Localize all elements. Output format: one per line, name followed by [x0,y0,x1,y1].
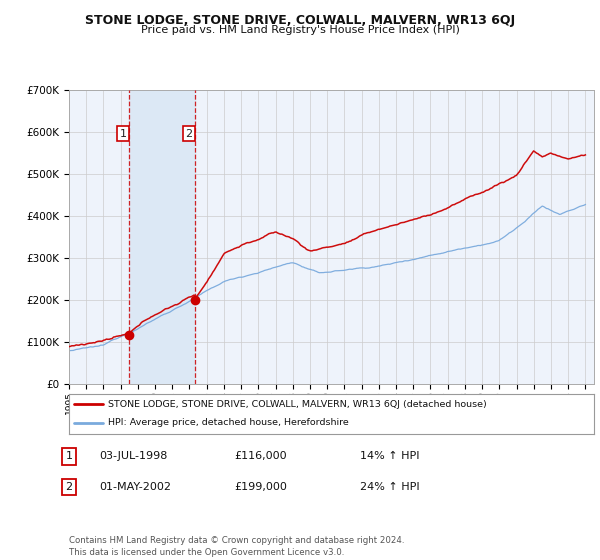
Text: £116,000: £116,000 [234,451,287,461]
Text: 24% ↑ HPI: 24% ↑ HPI [360,482,419,492]
Text: Contains HM Land Registry data © Crown copyright and database right 2024.
This d: Contains HM Land Registry data © Crown c… [69,536,404,557]
Text: 01-MAY-2002: 01-MAY-2002 [99,482,171,492]
Text: HPI: Average price, detached house, Herefordshire: HPI: Average price, detached house, Here… [109,418,349,427]
Text: STONE LODGE, STONE DRIVE, COLWALL, MALVERN, WR13 6QJ (detached house): STONE LODGE, STONE DRIVE, COLWALL, MALVE… [109,400,487,409]
Text: 2: 2 [185,129,193,139]
Bar [129,90,195,384]
Text: 1: 1 [65,451,73,461]
Text: 03-JUL-1998: 03-JUL-1998 [99,451,167,461]
Text: Price paid vs. HM Land Registry's House Price Index (HPI): Price paid vs. HM Land Registry's House … [140,25,460,35]
Text: STONE LODGE, STONE DRIVE, COLWALL, MALVERN, WR13 6QJ: STONE LODGE, STONE DRIVE, COLWALL, MALVE… [85,14,515,27]
Text: 2: 2 [65,482,73,492]
Text: 14% ↑ HPI: 14% ↑ HPI [360,451,419,461]
Text: £199,000: £199,000 [234,482,287,492]
Text: 1: 1 [120,129,127,139]
